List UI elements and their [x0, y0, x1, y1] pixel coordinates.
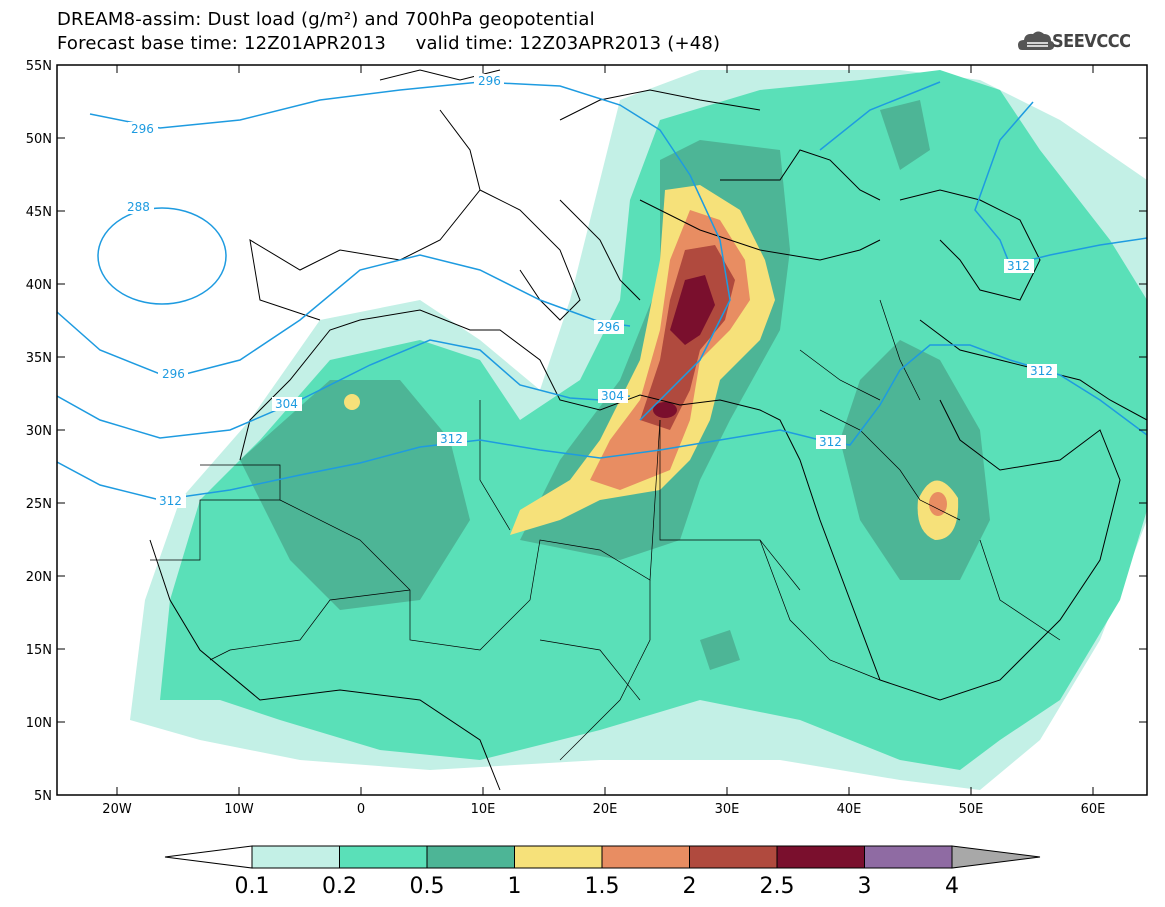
colorbar-segment [601, 845, 690, 869]
geopotential-contours [57, 81, 1147, 501]
lat-label: 50N [26, 132, 52, 147]
dust-level-02 [160, 70, 1147, 770]
svg-text:296: 296 [131, 122, 154, 136]
longitude-axis: 20W 10W 0 10E 20E 30E 40E 50E 60E [102, 65, 1105, 817]
lon-label: 10E [471, 802, 496, 817]
dust-level-05 [240, 380, 470, 610]
forecast-time-subtitle: Forecast base time: 12Z01APR2013 valid t… [57, 33, 721, 54]
lat-label: 20N [26, 570, 52, 585]
svg-text:312: 312 [1030, 364, 1053, 378]
colorbar-tick-label: 0.2 [322, 874, 357, 899]
lat-label: 25N [26, 497, 52, 512]
colorbar-tick-label: 0.1 [235, 874, 270, 899]
dust-level-05c [840, 340, 990, 580]
svg-text:312: 312 [440, 432, 463, 446]
lon-label: 40E [837, 802, 862, 817]
svg-text:312: 312 [1007, 259, 1030, 273]
map-frame [56, 64, 1148, 796]
dust-level-2 [640, 245, 735, 430]
lon-label: 20E [593, 802, 618, 817]
contour-label-296-mid: 296 [158, 367, 188, 381]
colorbar-segment [864, 845, 953, 869]
contour-label-312-caspian: 312 [1004, 259, 1034, 273]
contour-label-312-africa: 312 [437, 432, 467, 446]
logo-text: SEEVCCC [1052, 31, 1131, 52]
seevccc-logo [1018, 31, 1055, 50]
colorbar-tick-label: 1 [508, 874, 522, 899]
dust-field [130, 70, 1147, 790]
colorbar-tick-label: 3 [858, 874, 872, 899]
lon-label: 10W [224, 802, 254, 817]
colorbar-segment [426, 845, 515, 869]
country-borders [150, 299, 1061, 761]
lon-label: 0 [357, 802, 365, 817]
contour-label-312-arabia: 312 [816, 435, 846, 449]
lon-label: 30E [715, 802, 740, 817]
svg-text:296: 296 [597, 320, 620, 334]
dust-level-1b [917, 480, 959, 540]
colorbar-segment [251, 845, 340, 869]
lat-label: 40N [26, 278, 52, 293]
lat-label: 35N [26, 351, 52, 366]
dust-level-05d [880, 100, 930, 170]
colorbar-tick-label: 2.5 [760, 874, 795, 899]
colorbar-tick-label: 1.5 [585, 874, 620, 899]
contour-label-296-top: 296 [474, 74, 504, 88]
svg-text:312: 312 [819, 435, 842, 449]
colorbar: 0.1 0.2 0.5 1 1.5 2 2.5 3 4 [164, 845, 1041, 899]
colorbar-over-triangle [951, 845, 1041, 869]
svg-text:312: 312 [159, 494, 182, 508]
dust-level-01 [130, 70, 1147, 790]
dust-level-15 [590, 210, 750, 490]
lat-label: 30N [26, 424, 52, 439]
contour-label-304-crete: 304 [598, 389, 628, 403]
contour-label-312-iran: 312 [1027, 364, 1057, 378]
colorbar-tick-label: 0.5 [410, 874, 445, 899]
contour-label-288: 288 [124, 200, 154, 214]
lat-label: 5N [34, 789, 52, 804]
svg-text:296: 296 [162, 367, 185, 381]
colorbar-segment [514, 845, 603, 869]
lon-label: 50E [959, 802, 984, 817]
colorbar-tick-label: 4 [945, 874, 959, 899]
lat-label: 10N [26, 716, 52, 731]
svg-text:288: 288 [127, 200, 150, 214]
lat-label: 45N [26, 205, 52, 220]
colorbar-tick-label: 2 [683, 874, 697, 899]
dust-level-1 [510, 185, 775, 535]
dust-level-25 [670, 275, 715, 345]
dust-level-05b [520, 140, 790, 560]
contour-labels: 296 296 288 296 296 304 304 312 312 312 … [124, 74, 1057, 508]
contour-label-296-sea: 296 [594, 320, 624, 334]
contour-label-296-left: 296 [128, 122, 158, 136]
colorbar-under-triangle [164, 845, 253, 869]
svg-text:296: 296 [478, 74, 501, 88]
map-title: DREAM8-assim: Dust load (g/m²) and 700hP… [57, 9, 595, 30]
coastlines [149, 69, 1147, 791]
svg-text:304: 304 [601, 389, 624, 403]
lon-label: 60E [1081, 802, 1106, 817]
colorbar-segment [339, 845, 428, 869]
colorbar-segment [776, 845, 865, 869]
lat-label: 15N [26, 643, 52, 658]
colorbar-segment [689, 845, 778, 869]
lat-label: 55N [26, 59, 52, 74]
cloud-icon [1018, 31, 1055, 50]
latitude-axis: 55N 50N 45N 40N 35N 30N 25N 20N 15N 10N 5N [26, 59, 1147, 804]
lon-label: 20W [102, 802, 132, 817]
dust-level-05e [700, 630, 740, 670]
contour-label-312-west: 312 [156, 494, 186, 508]
svg-text:304: 304 [275, 397, 298, 411]
contour-label-304-africa: 304 [272, 397, 302, 411]
